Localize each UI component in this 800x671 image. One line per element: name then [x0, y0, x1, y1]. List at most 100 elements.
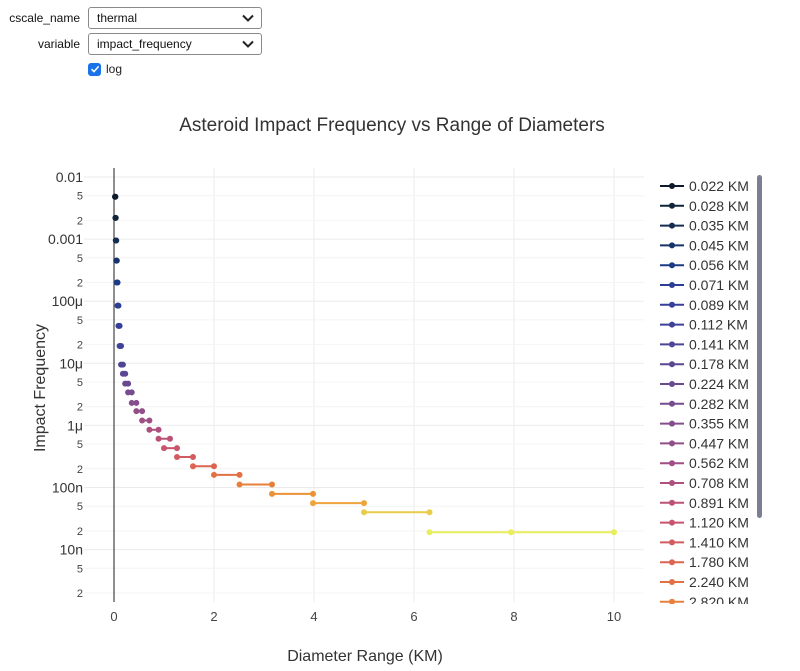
legend-label: 0.447 KM [689, 435, 749, 451]
legend-swatch-marker [669, 301, 675, 308]
legend-label: 0.028 KM [689, 198, 749, 214]
log-checkbox[interactable] [88, 62, 101, 76]
legend-label: 0.355 KM [689, 416, 749, 432]
y-minor-tick-label: 5 [77, 315, 83, 327]
data-point [128, 389, 135, 396]
legend-label: 0.562 KM [689, 455, 749, 471]
legend-label: 1.780 KM [689, 554, 749, 570]
legend-label: 0.141 KM [689, 336, 749, 352]
series-0-447-km [133, 408, 146, 415]
legend-item[interactable]: 0.045 KM [660, 237, 749, 253]
legend-item[interactable]: 0.447 KM [660, 435, 749, 451]
legend-label: 1.410 KM [689, 534, 749, 550]
data-point [310, 500, 316, 507]
data-point [611, 529, 617, 536]
legend-item[interactable]: 1.120 KM [660, 515, 749, 531]
series-group [112, 193, 617, 536]
series-0-045-km [113, 257, 120, 264]
legend-label: 0.112 KM [689, 317, 748, 333]
legend-item[interactable]: 0.562 KM [660, 455, 749, 471]
legend: 0.022 KM 0.028 KM 0.035 KM 0.045 KM 0.056 KM… [650, 178, 756, 616]
legend-item[interactable]: 0.035 KM [660, 218, 749, 234]
legend-item[interactable]: 0.089 KM [660, 297, 749, 313]
series-2-240-km [211, 471, 243, 478]
cscale-select[interactable]: thermal [88, 7, 262, 29]
legend-item[interactable]: 2.240 KM [660, 574, 749, 590]
legend-label: 0.282 KM [689, 396, 749, 412]
series-0-224-km [122, 380, 132, 387]
variable-label: variable [37, 37, 80, 51]
x-tick-label: 10 [607, 609, 621, 624]
data-point [133, 399, 140, 406]
cscale-control: cscale_name thermal [0, 6, 262, 30]
x-tick-label: 4 [310, 609, 317, 624]
cscale-label: cscale_name [9, 11, 80, 25]
legend-item[interactable]: 0.056 KM [660, 257, 749, 273]
series-0-035-km [112, 237, 120, 244]
legend-item[interactable]: 1.780 KM [660, 554, 749, 570]
legend-swatch-marker [669, 341, 675, 348]
y-minor-tick-label: 5 [77, 191, 83, 203]
y-tick-label: 100μ [52, 293, 83, 309]
data-point [139, 408, 146, 415]
legend-label: 1.120 KM [689, 515, 749, 531]
series-1-410-km [174, 453, 196, 460]
legend-swatch-marker [669, 579, 675, 585]
legend-swatch-marker [669, 420, 675, 427]
legend-item[interactable]: 1.410 KM [660, 534, 749, 550]
series-0-112-km [116, 342, 125, 349]
legend-swatch-marker [669, 559, 675, 566]
y-minor-tick-label: 5 [77, 501, 83, 513]
series-0-089-km [115, 322, 123, 329]
y-tick-label: 10μ [59, 355, 83, 371]
y-axis-label: Impact Frequency [32, 324, 49, 452]
variable-control: variable impact_frequency [0, 32, 262, 56]
log-control: log [88, 62, 122, 76]
data-point [174, 445, 180, 452]
series-2-820-km [236, 481, 275, 488]
legend-swatch-marker [669, 242, 675, 249]
data-point [119, 361, 126, 368]
data-point [269, 490, 275, 497]
data-point [508, 529, 514, 536]
data-point [155, 426, 162, 433]
y-minor-tick-label: 5 [77, 377, 83, 389]
cscale-value: thermal [97, 11, 138, 25]
data-point [361, 509, 367, 516]
series-0-355-km [128, 399, 140, 406]
series-3-550-km [269, 490, 316, 497]
variable-select[interactable]: impact_frequency [88, 33, 262, 55]
legend-item[interactable]: 0.708 KM [660, 475, 749, 491]
legend-item[interactable]: 0.141 KM [660, 336, 749, 352]
series-0-028-km [112, 214, 119, 221]
y-minor-tick-label: 2 [77, 278, 83, 290]
y-tick-label: 100n [52, 480, 83, 496]
legend-item[interactable]: 0.282 KM [660, 396, 749, 412]
legend-item[interactable]: 0.224 KM [660, 376, 749, 392]
legend-item[interactable]: 0.022 KM [660, 178, 749, 194]
data-point [118, 342, 125, 349]
legend-label: 2.240 KM [689, 574, 749, 590]
data-point [125, 380, 132, 387]
y-tick-label: 0.01 [56, 169, 83, 185]
legend-item[interactable]: 0.028 KM [660, 198, 749, 214]
y-minor-tick-label: 2 [77, 215, 83, 227]
legend-label: 0.035 KM [689, 218, 749, 234]
legend-item[interactable]: 0.071 KM [660, 277, 749, 293]
y-minor-tick-label: 2 [77, 340, 83, 352]
legend-item[interactable]: 0.355 KM [660, 416, 749, 432]
series-5-620-km [361, 509, 433, 516]
legend-item[interactable]: 0.178 KM [660, 356, 749, 372]
legend-item[interactable]: 0.891 KM [660, 495, 749, 511]
x-tick-label: 2 [210, 609, 217, 624]
legend-item[interactable]: 0.112 KM [660, 317, 748, 333]
series-0-282-km [125, 389, 135, 396]
series-0-562-km [139, 417, 153, 424]
y-minor-tick-label: 2 [77, 588, 83, 600]
data-point [146, 426, 153, 433]
legend-swatch-marker [669, 262, 675, 269]
legend-scrollbar[interactable] [757, 175, 762, 518]
y-minor-tick-label: 2 [77, 402, 83, 414]
data-point [122, 370, 129, 377]
